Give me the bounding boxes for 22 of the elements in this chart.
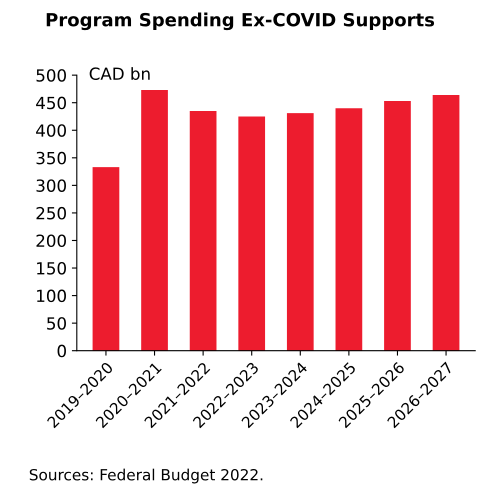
bar: [238, 116, 266, 351]
bar: [432, 94, 460, 351]
bar: [336, 108, 362, 351]
bar: [92, 167, 120, 351]
y-tick-label: 500: [36, 69, 66, 82]
bar: [190, 110, 216, 351]
y-tick-label: 100: [37, 290, 66, 302]
y-tick-label: 250: [36, 206, 66, 220]
bar: [286, 113, 314, 351]
y-tick-label: 200: [36, 234, 66, 248]
y-tick-label: 300: [36, 179, 66, 192]
y-tick-label: 450: [36, 96, 66, 110]
y-tick-label: 400: [36, 124, 66, 137]
bar: [141, 90, 168, 351]
y-tick-label: 50: [47, 317, 66, 330]
bar: [384, 101, 411, 351]
source-note: Sources: Federal Budget 2022.: [30, 468, 262, 484]
y-tick-label: 0: [58, 344, 66, 358]
chart-title: Program Spending Ex-COVID Supports: [46, 12, 434, 30]
y-axis-title: CAD bn: [90, 67, 150, 80]
y-tick-label: 350: [36, 152, 66, 164]
y-tick-label: 150: [37, 262, 66, 275]
